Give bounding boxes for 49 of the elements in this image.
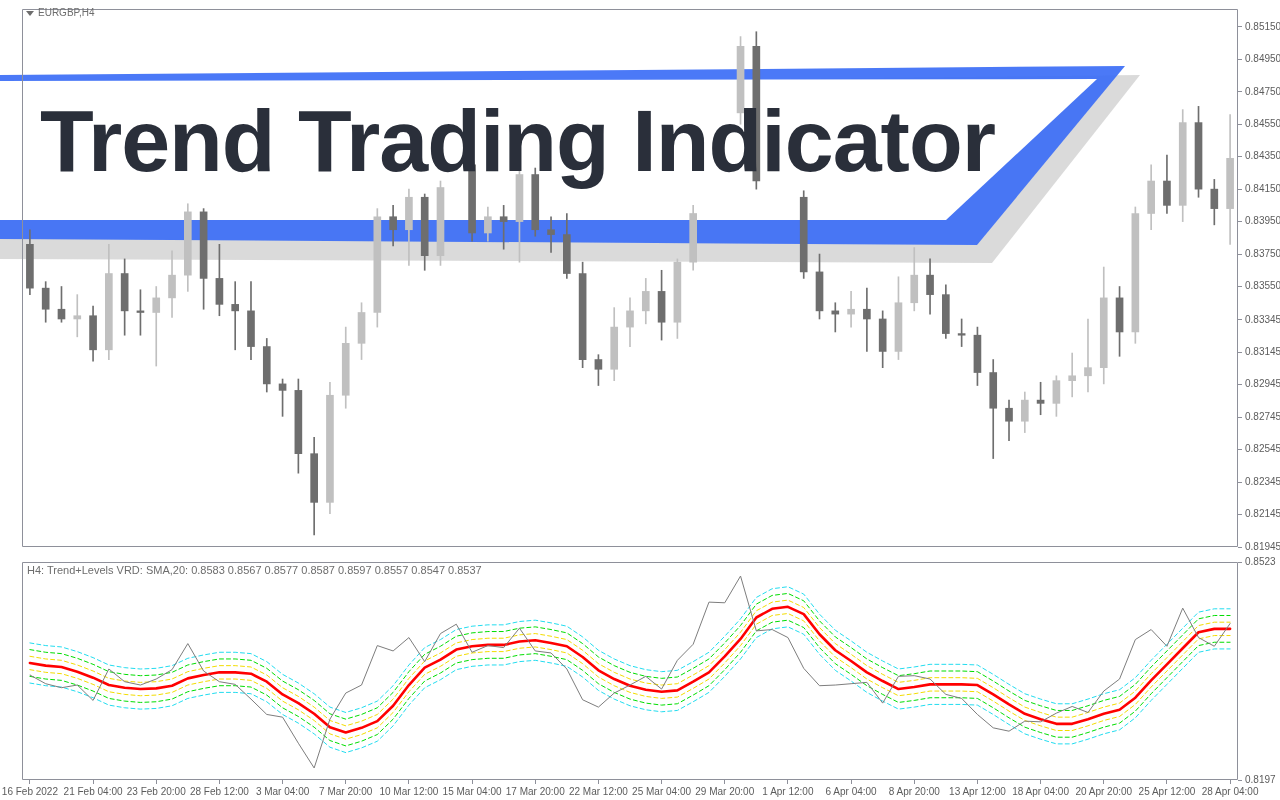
annotation: H4: Trend+Levels VRD: SMA,20: 0.8583 0.8567 0.8577 0.8587 0.8597 0.8557 0.8547 0.8537: [27, 564, 482, 576]
y-tick-label: 0.84350: [1245, 150, 1280, 162]
x-tick-label: 3 Mar 04:00: [255, 785, 310, 797]
y-tick-label: 0.83550: [1245, 280, 1280, 292]
y-tick-label: 0.83345: [1245, 313, 1280, 325]
y-tick-label: 0.84550: [1245, 117, 1280, 129]
y-tick-label: 0.82745: [1245, 410, 1280, 422]
x-tick-label: 29 Mar 20:00: [695, 785, 755, 797]
y-tick-label: 0.81945: [1245, 540, 1280, 552]
x-tick-label: 22 Mar 12:00: [568, 785, 629, 797]
x-tick-label: 16 Feb 2022: [1, 785, 59, 797]
x-tick-label: 25 Apr 12:00: [1138, 785, 1196, 797]
x-tick-label: 21 Feb 04:00: [63, 785, 123, 797]
y-tick-label: 0.84150: [1245, 182, 1280, 194]
y-tick-label: 0.83145: [1245, 346, 1280, 357]
y-tick-label: 0.82545: [1245, 443, 1280, 455]
x-tick-label: 25 Mar 04:00: [632, 785, 692, 797]
candlestick: [231, 281, 240, 351]
x-tick-label: 20 Apr 20:00: [1075, 785, 1133, 797]
y-tick-label: 0.82145: [1245, 508, 1280, 520]
x-tick-label: 18 Apr 04:00: [1012, 785, 1070, 797]
x-tick-label: 23 Feb 20:00: [126, 785, 187, 797]
y-tick-label: 0.84750: [1245, 85, 1280, 97]
x-tick-label: 17 Mar 20:00: [505, 785, 566, 797]
y-tick-label: 0.85150: [1245, 20, 1280, 32]
annotation: EURGBP,H4: [38, 7, 95, 18]
y-tick-label: 0.83750: [1245, 247, 1280, 259]
x-tick-label: 28 Apr 04:00: [1201, 785, 1259, 797]
y-tick-label: 0.8523: [1245, 555, 1277, 567]
x-tick-label: 10 Mar 12:00: [379, 785, 439, 797]
y-tick-label: 0.83950: [1245, 215, 1280, 227]
y-tick-label: 0.84950: [1245, 53, 1280, 65]
x-tick-label: 15 Mar 04:00: [442, 785, 502, 797]
x-tick-label: 28 Feb 12:00: [189, 785, 250, 797]
x-tick-label: 13 Apr 12:00: [949, 785, 1007, 797]
candlestick: [1068, 352, 1077, 398]
candlestick: [547, 216, 555, 253]
candlestick: [152, 286, 161, 367]
candlestick: [863, 287, 871, 352]
candlestick: [73, 294, 82, 338]
x-tick-label: 6 Apr 04:00: [825, 785, 878, 797]
candlestick: [1084, 318, 1092, 393]
y-tick-label: 0.8197: [1245, 773, 1277, 785]
x-tick-label: 1 Apr 12:00: [762, 785, 814, 797]
x-tick-label: 8 Apr 20:00: [888, 785, 941, 797]
candlestick: [847, 291, 855, 328]
y-tick-label: 0.82945: [1245, 378, 1280, 390]
y-tick-label: 0.82345: [1245, 475, 1280, 487]
x-tick-label: 7 Mar 20:00: [319, 785, 373, 797]
